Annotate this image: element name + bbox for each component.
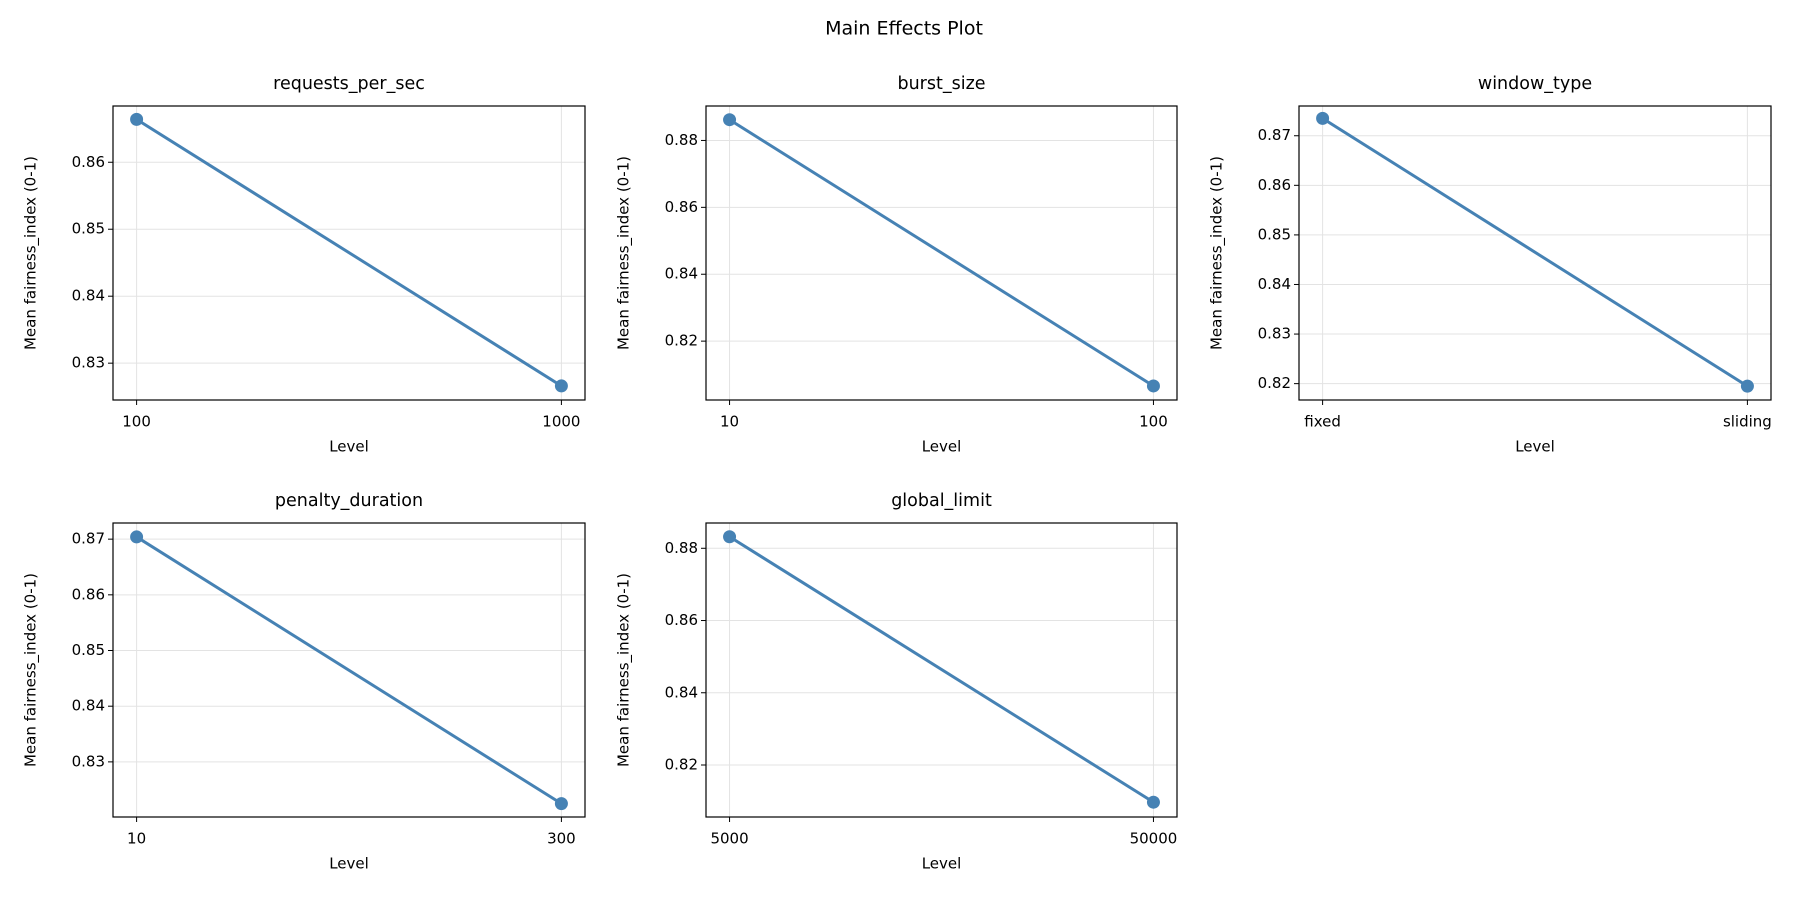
- axes-frame: [1298, 105, 1772, 401]
- y-tick-label: 0.84: [665, 683, 698, 701]
- y-tick-label: 0.84: [72, 697, 105, 715]
- axes-frame: [112, 522, 586, 818]
- data-point: [1316, 111, 1330, 125]
- data-point: [723, 530, 737, 544]
- y-tick-label: 0.82: [665, 755, 698, 773]
- data-point: [130, 112, 144, 126]
- y-tick-label: 0.86: [72, 585, 105, 603]
- chart-title: penalty_duration: [275, 491, 423, 511]
- x-tick-label: 10: [127, 830, 146, 848]
- data-point: [723, 113, 737, 127]
- data-point: [1146, 795, 1160, 809]
- data-point: [1146, 379, 1160, 393]
- axes-frame: [705, 522, 1178, 818]
- x-tick-label: 5000: [710, 830, 748, 848]
- x-axis-label: Level: [329, 855, 369, 873]
- y-axis-label: Mean fairness_index (0-1): [1208, 156, 1227, 350]
- y-tick-label: 0.88: [665, 539, 698, 557]
- x-axis-label: Level: [1515, 438, 1555, 456]
- x-tick-label: 100: [122, 413, 151, 431]
- x-tick-label: 1000: [542, 413, 580, 431]
- y-tick-label: 0.85: [72, 220, 105, 238]
- y-tick-label: 0.86: [72, 153, 105, 171]
- y-tick-label: 0.83: [72, 354, 105, 372]
- y-axis-label: Mean fairness_index (0-1): [615, 156, 634, 350]
- x-axis-label: Level: [922, 438, 962, 456]
- x-axis-label: Level: [329, 438, 369, 456]
- x-tick-label: sliding: [1723, 413, 1772, 431]
- figure-title: Main Effects Plot: [825, 18, 983, 40]
- y-tick-label: 0.87: [1258, 126, 1291, 144]
- data-point: [554, 379, 568, 393]
- y-tick-label: 0.84: [72, 287, 105, 305]
- x-tick-label: 50000: [1130, 830, 1178, 848]
- data-point: [130, 530, 144, 544]
- y-tick-label: 0.88: [665, 131, 698, 149]
- y-tick-label: 0.85: [1258, 225, 1291, 243]
- chart-title: window_type: [1478, 74, 1592, 94]
- chart-title: burst_size: [897, 74, 985, 94]
- y-tick-label: 0.86: [665, 198, 698, 216]
- y-axis-label: Mean fairness_index (0-1): [22, 156, 41, 350]
- x-tick-label: 10: [720, 413, 739, 431]
- y-tick-label: 0.84: [665, 265, 698, 283]
- y-tick-label: 0.86: [1258, 176, 1291, 194]
- data-line: [135, 535, 563, 805]
- data-line: [728, 535, 1155, 804]
- data-line: [1321, 117, 1749, 388]
- chart-title: global_limit: [891, 491, 992, 511]
- y-tick-label: 0.82: [1258, 374, 1291, 392]
- data-line: [728, 118, 1155, 388]
- x-tick-label: 300: [547, 830, 576, 848]
- y-tick-label: 0.86: [665, 611, 698, 629]
- y-tick-label: 0.83: [1258, 325, 1291, 343]
- data-line: [135, 118, 563, 388]
- data-point: [554, 797, 568, 811]
- y-tick-label: 0.83: [72, 752, 105, 770]
- y-axis-label: Mean fairness_index (0-1): [22, 573, 41, 767]
- x-tick-label: fixed: [1304, 413, 1341, 431]
- axes-frame: [705, 105, 1178, 401]
- y-axis-label: Mean fairness_index (0-1): [615, 573, 634, 767]
- x-tick-label: 100: [1139, 413, 1168, 431]
- y-tick-label: 0.85: [72, 641, 105, 659]
- chart-title: requests_per_sec: [273, 74, 425, 94]
- y-tick-label: 0.82: [665, 332, 698, 350]
- data-point: [1740, 379, 1754, 393]
- y-tick-label: 0.87: [72, 530, 105, 548]
- x-axis-label: Level: [922, 855, 962, 873]
- y-tick-label: 0.84: [1258, 275, 1291, 293]
- axes-frame: [112, 105, 586, 401]
